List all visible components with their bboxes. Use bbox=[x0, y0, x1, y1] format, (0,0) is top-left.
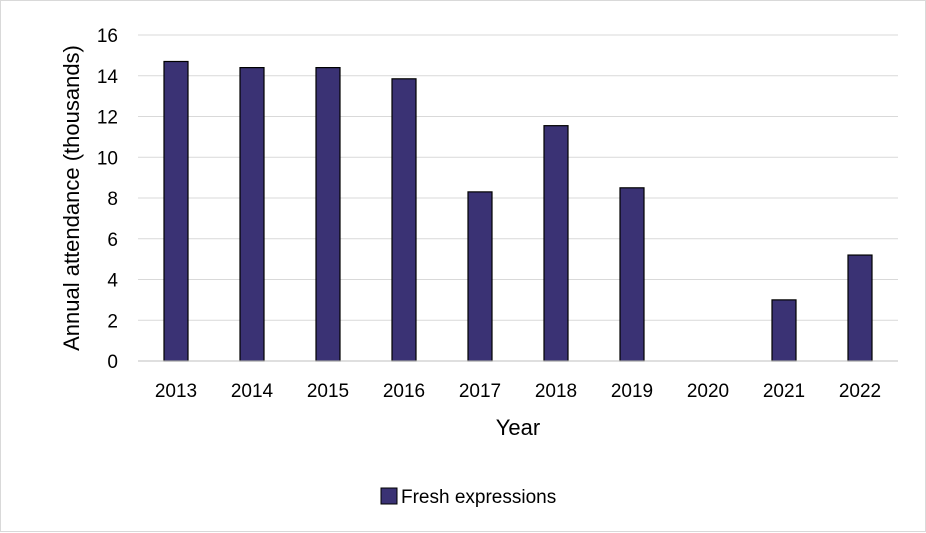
y-tick-label: 4 bbox=[107, 271, 118, 292]
bar-2019 bbox=[619, 187, 645, 362]
x-tick-label: 2016 bbox=[383, 381, 425, 402]
gridlines bbox=[138, 34, 898, 321]
bar-2013 bbox=[163, 60, 189, 362]
x-tick-labels: 2013 2014 2015 2016 2017 2018 2019 2020 2021 2022 bbox=[155, 381, 881, 402]
x-tick-label: 2017 bbox=[459, 381, 501, 402]
bar-2014 bbox=[239, 66, 265, 362]
bar-2016 bbox=[391, 78, 417, 362]
y-tick-label: 0 bbox=[107, 352, 118, 373]
x-tick-label: 2019 bbox=[611, 381, 653, 402]
x-tick-label: 2015 bbox=[307, 381, 349, 402]
x-tick-label: 2013 bbox=[155, 381, 197, 402]
bar-2018 bbox=[543, 125, 569, 362]
x-tick-label: 2018 bbox=[535, 381, 577, 402]
bar-2015 bbox=[315, 66, 341, 362]
x-axis-title: Year bbox=[496, 415, 540, 440]
y-tick-label: 14 bbox=[97, 67, 119, 88]
y-tick-labels: 0 2 4 6 8 10 12 14 16 bbox=[97, 26, 119, 373]
y-tick-label: 10 bbox=[97, 148, 118, 169]
y-tick-label: 12 bbox=[97, 108, 118, 129]
y-tick-label: 16 bbox=[97, 26, 118, 47]
legend-label: Fresh expressions bbox=[401, 487, 556, 508]
x-tick-label: 2022 bbox=[839, 381, 881, 402]
x-tick-label: 2014 bbox=[231, 381, 274, 402]
x-tick-label: 2021 bbox=[763, 381, 805, 402]
y-tick-label: 6 bbox=[107, 230, 118, 251]
bar-2017 bbox=[467, 191, 493, 362]
bar-2022 bbox=[847, 254, 873, 362]
legend-swatch bbox=[380, 487, 398, 505]
legend: Fresh expressions bbox=[380, 487, 556, 508]
y-tick-label: 8 bbox=[107, 189, 118, 210]
y-axis-title: Annual attendance (thousands) bbox=[59, 45, 84, 351]
x-tick-label: 2020 bbox=[687, 381, 729, 402]
bars bbox=[163, 60, 873, 362]
y-tick-label: 2 bbox=[107, 311, 118, 332]
bar-2021 bbox=[771, 299, 797, 362]
